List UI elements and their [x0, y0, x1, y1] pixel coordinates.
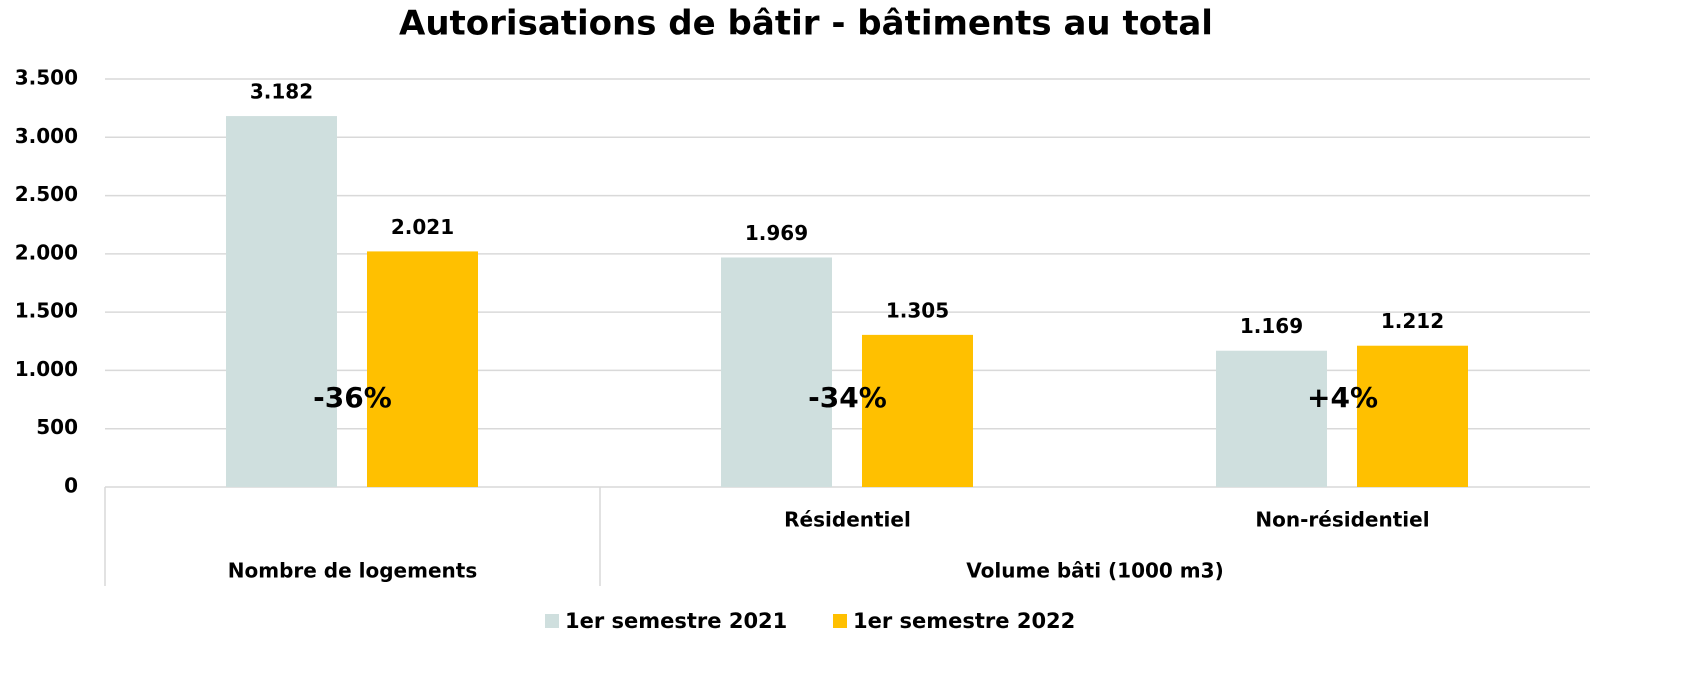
data-label: 1.305	[886, 298, 949, 322]
data-label: 2.021	[391, 215, 454, 239]
y-tick-label: 3.500	[15, 66, 78, 90]
data-label: 1.212	[1381, 309, 1444, 333]
x-tick-label: Non-résidentiel	[1255, 508, 1429, 532]
bar	[1357, 345, 1468, 487]
annotation: -36%	[313, 381, 392, 414]
legend-swatch	[545, 614, 559, 628]
data-label: 3.182	[250, 80, 313, 104]
legend-label: 1er semestre 2021	[565, 609, 787, 633]
bar	[226, 116, 337, 488]
group-label: Volume bâti (1000 m3)	[966, 559, 1223, 583]
annotation: +4%	[1307, 381, 1378, 414]
bar	[862, 334, 973, 487]
y-tick-label: 2.500	[15, 182, 78, 206]
data-label: 1.969	[745, 221, 808, 245]
legend-swatch	[833, 614, 847, 628]
group-label: Nombre de logements	[228, 559, 477, 583]
y-tick-label: 500	[36, 415, 78, 439]
y-tick-label: 1.500	[15, 299, 78, 323]
y-tick-label: 0	[64, 474, 78, 498]
legend-label: 1er semestre 2022	[853, 609, 1075, 633]
y-tick-label: 3.000	[15, 124, 78, 148]
data-label: 1.169	[1240, 314, 1303, 338]
bar	[367, 251, 478, 487]
annotation: -34%	[808, 381, 887, 414]
y-tick-label: 2.000	[15, 240, 78, 264]
chart-title: Autorisations de bâtir - bâtiments au to…	[399, 4, 1213, 44]
bar	[721, 257, 832, 487]
x-tick-label: Résidentiel	[784, 508, 911, 532]
y-tick-label: 1.000	[15, 357, 78, 381]
bar	[1216, 350, 1327, 487]
